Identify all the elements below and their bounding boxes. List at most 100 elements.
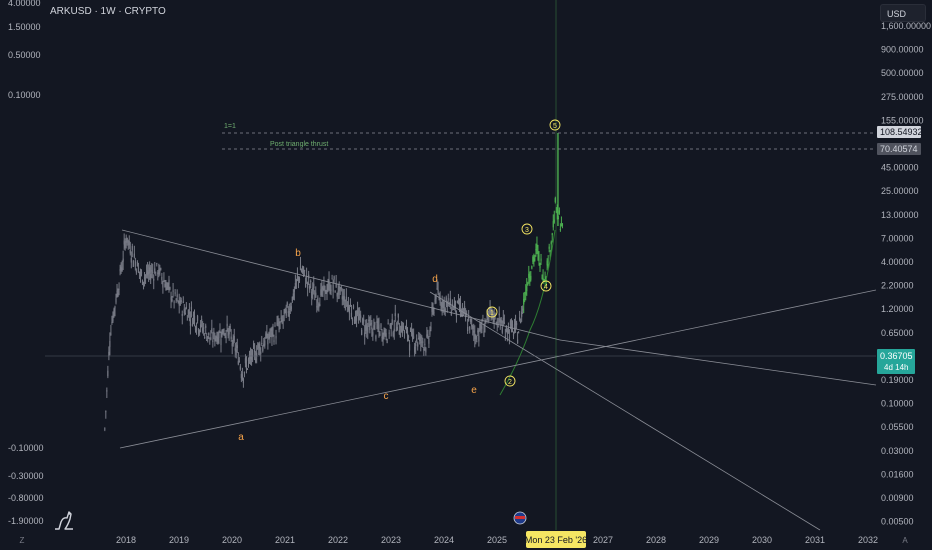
candle-body xyxy=(485,319,487,321)
candle-body xyxy=(253,343,255,349)
wave-circle-1 xyxy=(486,306,498,318)
timezone-letter: Z xyxy=(20,536,25,545)
candle-body xyxy=(480,325,482,329)
candle-body xyxy=(440,305,442,310)
candle-body xyxy=(264,340,266,346)
candle-body xyxy=(248,354,251,359)
candle-body xyxy=(238,360,240,362)
candle-body xyxy=(318,303,320,308)
candle-body xyxy=(367,327,369,333)
candle-body xyxy=(179,301,181,306)
candle-body xyxy=(360,315,362,319)
x-tick-label: 2032 xyxy=(858,535,878,545)
candle-body xyxy=(277,322,279,324)
candle-body xyxy=(163,280,165,282)
candle-body xyxy=(487,313,489,320)
candle-body xyxy=(306,276,308,278)
candle-body xyxy=(133,253,135,258)
candle-body xyxy=(342,296,344,300)
candle-body xyxy=(105,411,107,413)
x-tick-label: 2030 xyxy=(752,535,772,545)
candle-body xyxy=(230,336,232,340)
candle-body xyxy=(389,324,391,326)
x-tick-label: 2031 xyxy=(805,535,825,545)
candle-body xyxy=(345,296,347,301)
x-tick-label: 2029 xyxy=(699,535,719,545)
candle-body xyxy=(455,310,458,317)
candle-body xyxy=(460,312,463,317)
candle-body xyxy=(197,329,200,335)
candle-body xyxy=(537,251,539,254)
candle-body xyxy=(336,292,338,297)
candle-body xyxy=(415,343,417,347)
candle-body xyxy=(112,315,114,322)
wave-label-d: d xyxy=(432,274,438,285)
candle-body xyxy=(516,339,519,344)
candle-body xyxy=(171,299,173,302)
candle-body xyxy=(312,287,314,292)
y-tick-label-right: 0.19000 xyxy=(881,375,914,385)
candle-body xyxy=(421,336,423,339)
candle-body xyxy=(479,323,481,331)
candle-body xyxy=(247,359,250,362)
candle-body xyxy=(232,337,234,345)
y-tick-label-right: 0.05500 xyxy=(881,422,914,432)
candle-body xyxy=(527,283,529,286)
target-1-tag xyxy=(877,126,921,138)
ema-line xyxy=(499,229,556,396)
y-tick-label-right: 25.00000 xyxy=(881,186,919,196)
candle-body xyxy=(210,337,212,340)
candle-body xyxy=(139,271,142,275)
y-tick-label-right: 900.00000 xyxy=(881,45,924,55)
candle-body xyxy=(126,237,128,243)
candle-body xyxy=(289,309,291,311)
candle-body xyxy=(120,266,122,271)
y-tick-label-right: 0.01600 xyxy=(881,469,914,479)
candle-body xyxy=(182,301,184,303)
currency-button[interactable]: USD xyxy=(880,4,926,22)
candle-body xyxy=(431,307,433,312)
candle-body xyxy=(110,333,112,335)
candle-body xyxy=(561,223,564,226)
y-tick-label-left: 0.50000 xyxy=(8,50,41,60)
candle-body xyxy=(432,308,434,311)
candle-body xyxy=(287,311,289,313)
candle-body xyxy=(519,317,521,320)
candle-body xyxy=(323,285,325,287)
candle-body xyxy=(195,327,198,331)
candle-body xyxy=(279,322,281,324)
candle-body xyxy=(168,279,170,285)
candle-body xyxy=(539,263,541,268)
candle-body xyxy=(525,291,527,295)
candle-body xyxy=(373,325,375,330)
y-tick-label-right: 1.20000 xyxy=(881,304,914,314)
candle-body xyxy=(109,340,111,347)
candle-body xyxy=(401,328,404,334)
candle-body xyxy=(257,348,259,350)
triangle-upper-trendline xyxy=(121,229,561,341)
candle-body xyxy=(472,325,474,329)
candle-body xyxy=(438,298,440,300)
wave-number-3: 3 xyxy=(525,227,529,234)
candle-body xyxy=(520,320,522,324)
candle-body xyxy=(507,327,510,333)
candle-body xyxy=(338,286,340,292)
x-tick-label: 2021 xyxy=(275,535,295,545)
candle-body xyxy=(184,312,186,314)
wave-label-c: c xyxy=(384,391,389,402)
candle-body xyxy=(355,315,358,321)
x-tick-label: 2028 xyxy=(646,535,666,545)
candle-body xyxy=(228,331,230,335)
candle-body xyxy=(412,332,414,340)
candle-body xyxy=(148,271,150,275)
candle-body xyxy=(376,321,378,324)
candle-body xyxy=(469,326,471,330)
candle-body xyxy=(278,325,280,331)
candle-body xyxy=(532,256,534,262)
candle-body xyxy=(295,279,298,282)
candle-body xyxy=(151,270,153,272)
candle-body xyxy=(155,274,157,276)
candle-body xyxy=(262,346,264,352)
